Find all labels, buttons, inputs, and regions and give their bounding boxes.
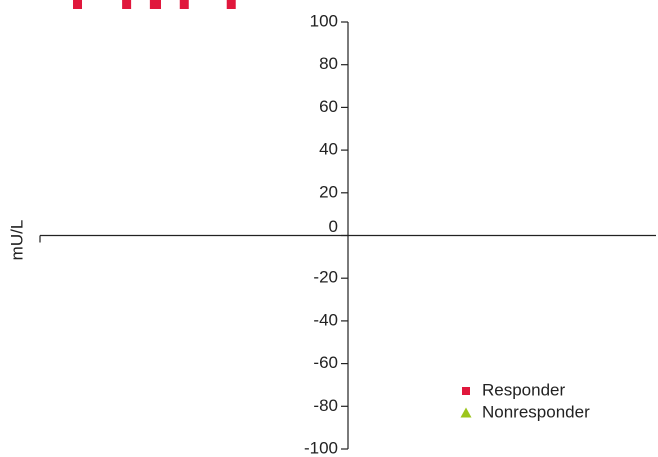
- y-axis-label: mU/L: [7, 220, 26, 261]
- y-tick-label: -60: [313, 353, 338, 372]
- y-tick-label: -40: [313, 310, 338, 329]
- y-tick-label: 0: [329, 217, 338, 236]
- legend-label: Responder: [482, 380, 566, 399]
- legend-marker: [462, 387, 470, 395]
- y-tick-label: -100: [304, 438, 338, 457]
- point: [152, 0, 162, 9]
- legend-label: Nonresponder: [482, 402, 590, 421]
- point: [122, 0, 132, 9]
- y-tick-label: -20: [313, 268, 338, 287]
- point: [179, 0, 189, 9]
- point: [73, 0, 83, 9]
- point: [226, 0, 236, 9]
- y-tick-label: -80: [313, 396, 338, 415]
- y-tick-label: 80: [319, 54, 338, 73]
- legend-marker: [460, 407, 472, 418]
- y-tick-label: 20: [319, 182, 338, 201]
- y-tick-label: 40: [319, 140, 338, 159]
- y-tick-label: 60: [319, 97, 338, 116]
- y-tick-label: 100: [310, 11, 338, 30]
